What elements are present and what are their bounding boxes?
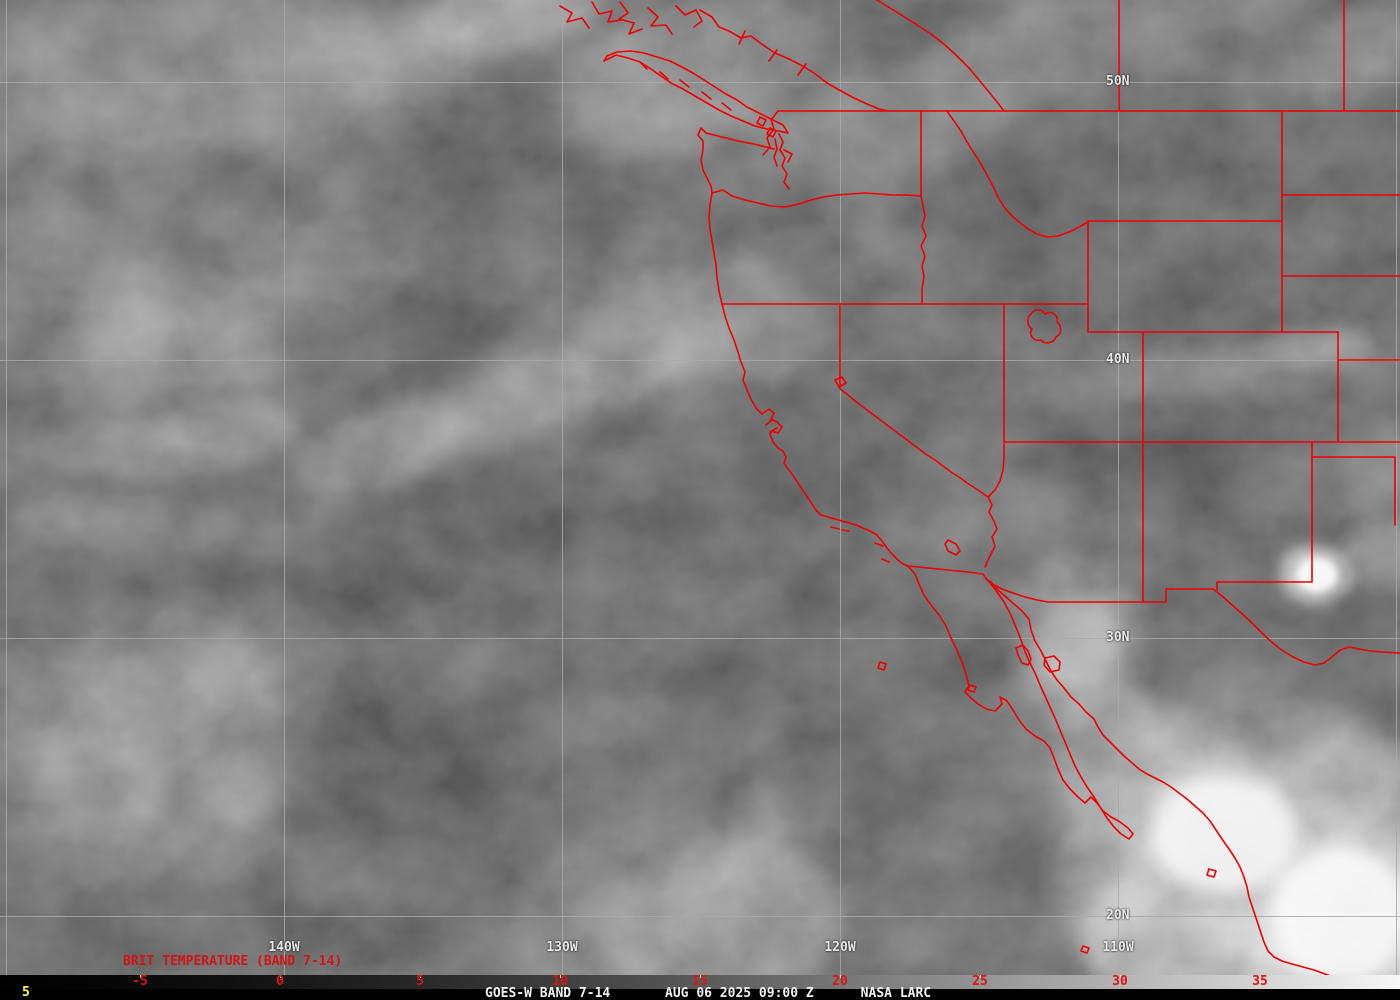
- colorbar-tick: [840, 975, 841, 978]
- border-nv-az: [987, 443, 1005, 498]
- gridline-150W: [6, 0, 7, 975]
- gridline-140W: [284, 0, 285, 975]
- small-island: [1080, 945, 1090, 954]
- border-nm-tx: [1216, 441, 1396, 591]
- border-colorado-river: [984, 496, 998, 568]
- colorbar-tick: [980, 975, 981, 978]
- great-salt-lake: [1026, 309, 1062, 344]
- colorbar-value: 25: [972, 974, 988, 989]
- border-dakotas: [1281, 194, 1400, 277]
- satellite-image: 50N 40N 30N 20N 140W 130W 120W 110W BRIT…: [0, 0, 1400, 975]
- longitude-label: 110W: [1102, 940, 1134, 955]
- colorbar-value: -5: [132, 974, 148, 989]
- islas-marias: [1206, 868, 1217, 878]
- product-caption: BRIT TEMPERATURE (BAND 7-14): [123, 954, 343, 969]
- gridline-20N: [0, 916, 1400, 917]
- channel-islands: [830, 526, 890, 563]
- colorbar-value: 10: [552, 974, 568, 989]
- colorbar-tick: [700, 975, 701, 978]
- border-ca-nv: [839, 303, 989, 498]
- coast-sonora-sinaloa: [989, 580, 1331, 975]
- border-or-id: [920, 195, 927, 305]
- colorbar-value: 15: [692, 974, 708, 989]
- coast-baja-california: [907, 565, 1134, 840]
- border-bc-alberta: [876, 0, 1005, 112]
- longitude-label: 130W: [546, 940, 578, 955]
- colorbar-value: 35: [1252, 974, 1268, 989]
- latitude-label: 30N: [1106, 630, 1130, 645]
- gridline-30N: [0, 638, 1400, 639]
- border-us-mexico: [907, 565, 1400, 666]
- border-wyoming: [1087, 110, 1339, 333]
- gridline-110W: [1118, 0, 1119, 975]
- coast-california-south: [769, 433, 909, 567]
- colorbar-tick: [420, 975, 421, 978]
- isla-tiburon: [1043, 655, 1061, 673]
- colorbar-value: 0: [276, 974, 284, 989]
- border-columbia-river: [711, 189, 922, 208]
- border-co-ks: [1337, 331, 1400, 443]
- footer-caption: GOES-W BAND 7-14 AUG 06 2025 09:00 Z NAS…: [485, 986, 932, 1000]
- coast-vancouver-island: [603, 50, 789, 134]
- colorbar-tick: [560, 975, 561, 978]
- latitude-label: 50N: [1106, 74, 1130, 89]
- map-borders-overlay: [559, 0, 1400, 975]
- coast-bc-mainland: [699, 9, 889, 112]
- colorbar-value: 30: [1112, 974, 1128, 989]
- gridline-130W: [562, 0, 563, 975]
- longitude-label: 120W: [824, 940, 856, 955]
- latitude-label: 40N: [1106, 352, 1130, 367]
- colorbar-tick: [1120, 975, 1121, 978]
- coast-oregon: [708, 192, 723, 305]
- isla-cedros: [967, 684, 977, 693]
- coast-juan-de-fuca: [705, 132, 775, 150]
- colorbar-value: 20: [832, 974, 848, 989]
- convective-core: [1270, 845, 1400, 975]
- convective-core: [1296, 557, 1338, 593]
- gridline-40N: [0, 360, 1400, 361]
- coast-bc-fjords: [559, 1, 703, 35]
- colorbar-tick: [1260, 975, 1261, 978]
- latitude-label: 20N: [1106, 908, 1130, 923]
- coast-washington: [697, 127, 713, 194]
- longitude-label: 140W: [268, 940, 300, 955]
- coast-san-francisco-bay: [761, 408, 783, 435]
- border-us-canada: [777, 0, 1400, 112]
- colorbar-tick: [140, 975, 141, 978]
- coast-california-north: [721, 303, 763, 415]
- temperature-colorbar: -5 0 5 10 15 20 25 30 35: [0, 975, 1400, 989]
- colorbar-value: 5: [416, 974, 424, 989]
- colorbar-tick: [280, 975, 281, 978]
- isla-angel-de-la-guarda: [1015, 644, 1032, 666]
- salton-sea: [944, 539, 961, 556]
- border-id-mt: [946, 110, 1089, 238]
- gridline-100W: [1396, 0, 1397, 975]
- isla-guadalupe: [877, 661, 887, 671]
- gridline-120W: [840, 0, 841, 975]
- convective-core: [1150, 775, 1300, 895]
- gridline-50N: [0, 82, 1400, 83]
- lake-tahoe: [834, 376, 847, 388]
- footer-bar: 5 GOES-W BAND 7-14 AUG 06 2025 09:00 Z N…: [0, 985, 1400, 1000]
- coast-puget-sound: [773, 133, 793, 190]
- corner-value: 5: [22, 985, 30, 1000]
